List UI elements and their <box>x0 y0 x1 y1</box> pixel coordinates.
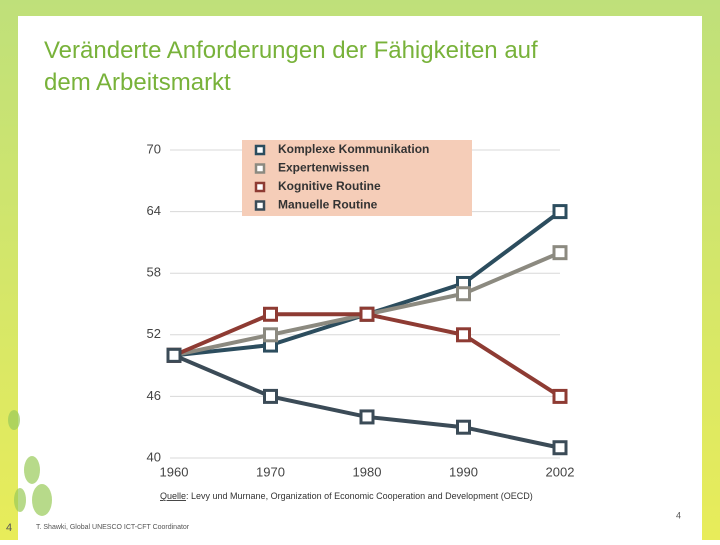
slide-title-line: Veränderte Anforderungen der Fähigkeiten… <box>44 37 538 96</box>
data-point <box>552 245 568 261</box>
legend-label: Manuelle Routine <box>278 198 378 212</box>
legend-marker <box>254 200 266 211</box>
slide-body <box>18 16 702 540</box>
data-point <box>166 347 182 363</box>
data-point <box>359 409 375 425</box>
data-point <box>456 327 471 343</box>
leaf-decoration <box>8 410 52 516</box>
page-number: 4 <box>6 522 12 534</box>
legend-label: Komplexe Kommunikation <box>278 142 429 156</box>
x-tick-label: 1980 <box>353 464 382 479</box>
legend-marker <box>254 163 266 174</box>
x-tick-label: 1960 <box>160 464 189 479</box>
slide-title: Veränderte Anforderungen der Fähigkeiten… <box>44 37 538 96</box>
data-point <box>263 388 278 404</box>
source-line: Quelle: Levy und Murnane, Organization o… <box>160 491 533 501</box>
page-number: 4 <box>676 510 681 520</box>
legend-marker <box>254 181 266 193</box>
y-tick-label: 58 <box>147 265 161 280</box>
footer: T. Shawki, Global UNESCO ICT-CFT Coordin… <box>36 524 190 531</box>
data-point <box>552 440 568 456</box>
legend-label: Kognitive Routine <box>278 179 381 193</box>
y-tick-label: 40 <box>147 449 161 464</box>
y-tick-label: 70 <box>147 141 161 156</box>
x-tick-label: 2002 <box>546 464 575 479</box>
y-tick-label: 52 <box>147 326 161 341</box>
y-tick-label: 64 <box>147 203 161 218</box>
data-point <box>263 306 278 322</box>
x-tick-label: 1990 <box>449 464 478 479</box>
legend-label: Expertenwissen <box>278 161 369 175</box>
x-tick-label: 1970 <box>256 464 285 479</box>
source: : Levy und Murnane, Organization of Econ… <box>186 491 533 501</box>
data-point <box>552 388 568 404</box>
y-tick-label: 46 <box>147 388 161 403</box>
data-point <box>359 306 375 322</box>
legend-box <box>242 140 472 216</box>
data-point <box>263 327 278 343</box>
source-prefix: Quelle <box>160 491 186 501</box>
data-point <box>456 419 471 435</box>
data-point <box>552 204 568 220</box>
data-point <box>456 286 471 302</box>
legend-marker <box>254 144 266 156</box>
